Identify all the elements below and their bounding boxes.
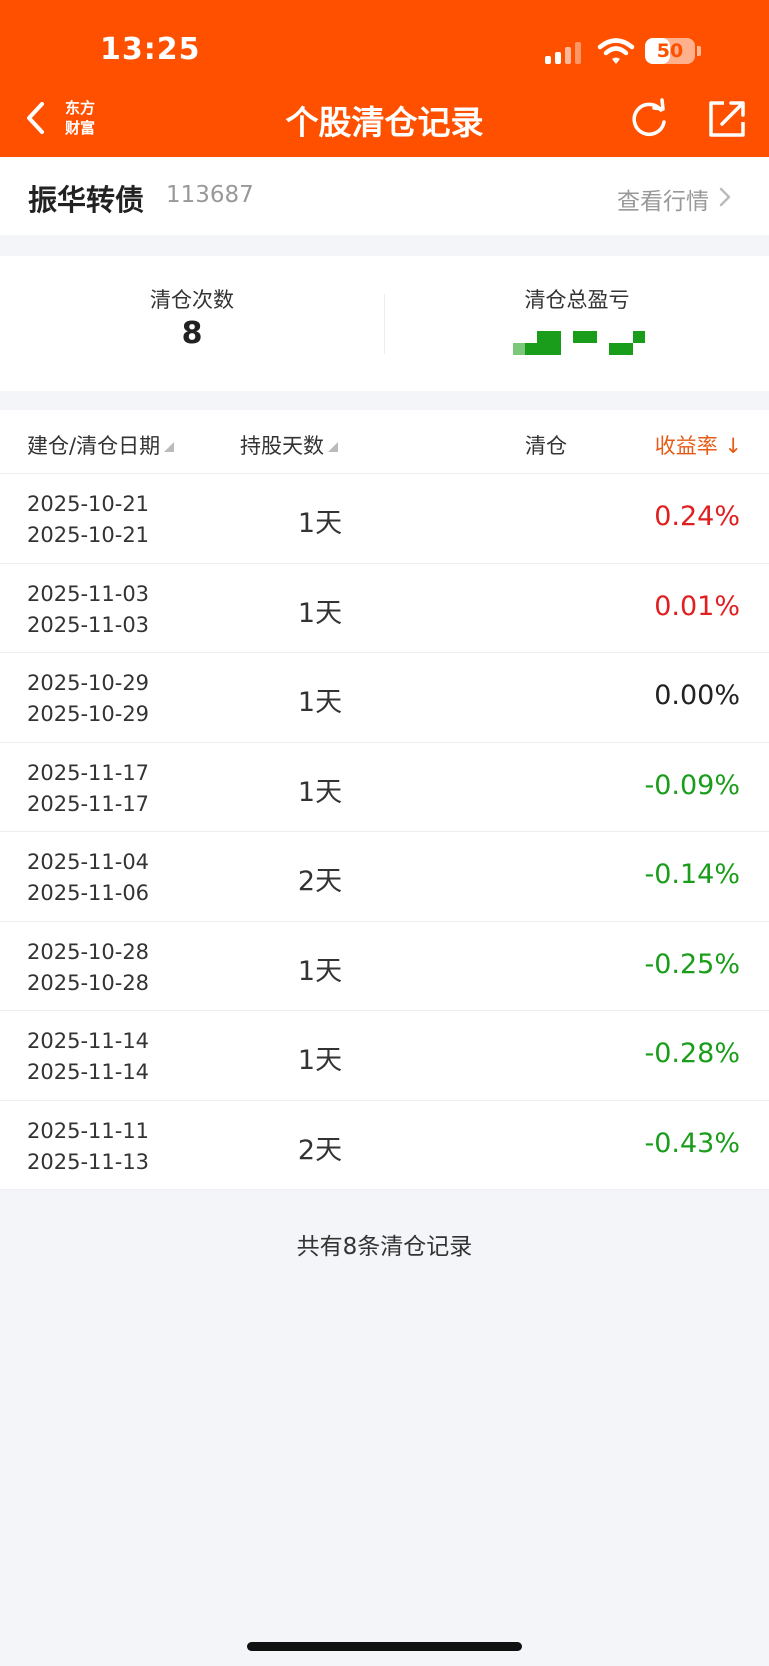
home-indicator[interactable] — [247, 1642, 522, 1651]
open-date: 2025-10-29 — [27, 671, 150, 695]
return-rate: 0.00% — [654, 680, 740, 711]
sort-triangle-icon — [328, 442, 338, 452]
open-date: 2025-10-21 — [27, 492, 150, 516]
stock-name: 振华转债 — [28, 183, 145, 217]
page-title: 个股清仓记录 — [285, 103, 484, 142]
open-date: 2025-11-11 — [27, 1118, 150, 1143]
back-chevron-icon[interactable] — [22, 100, 50, 136]
return-rate: -0.25% — [644, 948, 740, 980]
holding-days: 1天 — [297, 1045, 343, 1076]
count-summary: 清仓次数 8 — [0, 256, 384, 391]
brand-line-1: 东方 — [64, 99, 95, 117]
total-pnl-summary: 清仓总盈亏 — [385, 256, 769, 391]
cellular-signal-icon — [545, 40, 587, 64]
return-rate: -0.09% — [644, 769, 740, 801]
close-date: 2025-11-03 — [27, 612, 150, 637]
header-days[interactable]: 持股天数 — [240, 430, 338, 460]
table-row[interactable]: 2025-10-21 2025-10-21 1天 0.24% — [0, 474, 769, 564]
battery-level — [645, 38, 670, 64]
battery-icon: 50 — [645, 38, 695, 64]
total-pnl-mosaic — [513, 331, 648, 355]
table-row[interactable]: 2025-11-17 2025-11-17 1天 -0.09% — [0, 743, 769, 832]
close-date: 2025-11-14 — [27, 1060, 150, 1084]
sort-desc-arrow-icon: ↓ — [724, 434, 742, 458]
table-row[interactable]: 2025-11-04 2025-11-06 2天 -0.14% — [0, 832, 769, 922]
record-count-note: 共有8条清仓记录 — [296, 1234, 473, 1260]
count-label: 清仓次数 — [150, 288, 234, 312]
holding-days: 1天 — [297, 508, 343, 539]
header-days-label: 持股天数 — [240, 434, 324, 458]
header-pnl[interactable]: 清仓 — [525, 430, 567, 460]
close-date: 2025-11-13 — [27, 1149, 150, 1174]
return-rate: 0.24% — [654, 501, 740, 532]
open-date: 2025-11-17 — [27, 760, 150, 785]
table-header: 建仓/清仓日期 持股天数 清仓 收益率 ↓ — [0, 410, 769, 474]
share-icon[interactable] — [706, 98, 748, 140]
table-row[interactable]: 2025-11-14 2025-11-14 1天 -0.28% — [0, 1011, 769, 1101]
sort-triangle-icon — [164, 442, 175, 452]
battery-tip — [697, 46, 701, 56]
refresh-icon[interactable] — [628, 98, 670, 140]
close-date: 2025-10-28 — [27, 970, 150, 995]
stock-info-bar: 振华转债 113687 查看行情 — [0, 157, 769, 235]
pnl-column-mosaic — [520, 410, 630, 1190]
header-pnl-label: 清仓 — [525, 434, 567, 458]
summary-divider — [384, 294, 385, 354]
table-row[interactable]: 2025-10-29 2025-10-29 1天 0.00% — [0, 653, 769, 743]
table-row[interactable]: 2025-10-28 2025-10-28 1天 -0.25% — [0, 922, 769, 1011]
brand-logo[interactable]: 东方 财富 — [60, 98, 100, 138]
chevron-right-icon[interactable] — [718, 186, 732, 208]
return-rate: 0.01% — [654, 590, 740, 622]
header-date-label: 建仓/清仓日期 — [27, 434, 161, 458]
return-rate: -0.43% — [644, 1127, 740, 1159]
open-date: 2025-11-04 — [27, 850, 150, 874]
brand-line-2: 财富 — [64, 119, 95, 137]
clearance-table: 建仓/清仓日期 持股天数 清仓 收益率 ↓ 2025-10-21 2025-10-… — [0, 410, 769, 1190]
close-date: 2025-11-06 — [27, 881, 150, 905]
holding-days: 2天 — [297, 1134, 343, 1166]
holding-days: 2天 — [297, 866, 343, 897]
holding-days: 1天 — [297, 955, 343, 987]
header-date[interactable]: 建仓/清仓日期 — [27, 430, 175, 460]
holding-days: 1天 — [297, 687, 343, 718]
open-date: 2025-11-03 — [27, 581, 150, 606]
count-value: 8 — [181, 316, 203, 351]
holding-days: 1天 — [297, 776, 343, 808]
header-rate[interactable]: 收益率 ↓ — [655, 430, 742, 460]
return-rate: -0.14% — [644, 859, 740, 890]
view-quote-link[interactable]: 查看行情 — [617, 189, 709, 215]
wifi-icon — [597, 38, 635, 64]
top-header: 13:25 50 东方 财富 个股清仓记录 — [0, 0, 769, 157]
open-date: 2025-10-28 — [27, 939, 150, 964]
close-date: 2025-11-17 — [27, 791, 150, 816]
table-row[interactable]: 2025-11-03 2025-11-03 1天 0.01% — [0, 564, 769, 653]
status-time: 13:25 — [100, 32, 201, 67]
close-date: 2025-10-29 — [27, 702, 150, 726]
table-row[interactable]: 2025-11-11 2025-11-13 2天 -0.43% — [0, 1101, 769, 1190]
return-rate: -0.28% — [644, 1038, 740, 1069]
header-rate-label: 收益率 — [654, 434, 718, 458]
close-date: 2025-10-21 — [27, 523, 150, 547]
total-pnl-label: 清仓总盈亏 — [524, 288, 630, 312]
battery-text: 50 — [656, 40, 684, 62]
stock-code: 113687 — [166, 182, 254, 208]
open-date: 2025-11-14 — [27, 1029, 150, 1053]
holding-days: 1天 — [297, 597, 343, 629]
summary-panel: 清仓次数 8 清仓总盈亏 — [0, 256, 769, 391]
table-body: 2025-10-21 2025-10-21 1天 0.24% 2025-11-03 202… — [0, 474, 769, 1190]
